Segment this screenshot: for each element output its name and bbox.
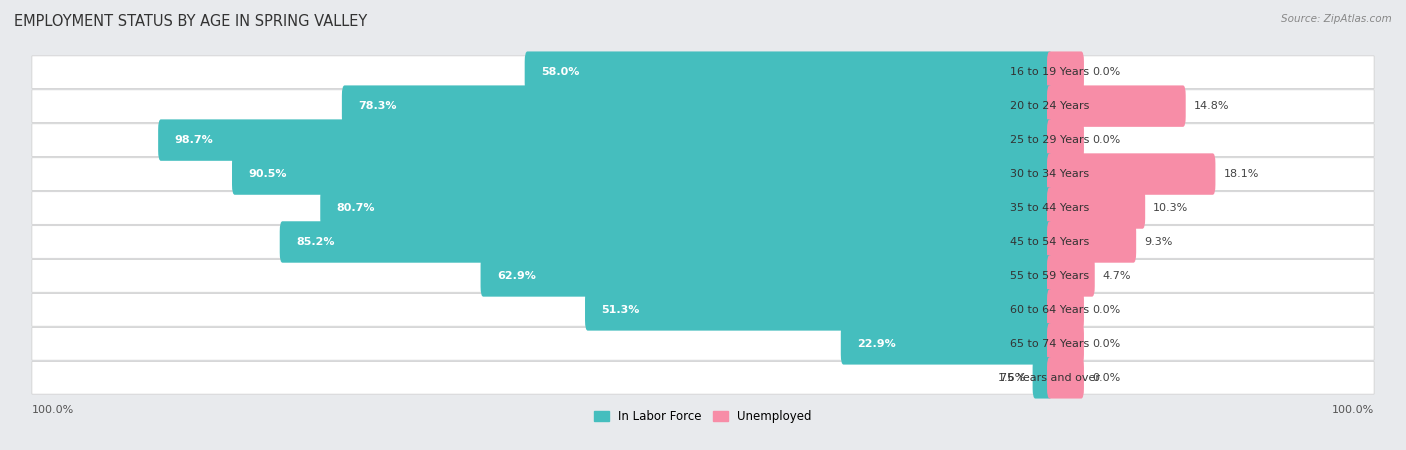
Text: 60 to 64 Years: 60 to 64 Years <box>1010 305 1090 315</box>
Text: 65 to 74 Years: 65 to 74 Years <box>1010 339 1090 349</box>
FancyBboxPatch shape <box>32 328 1374 360</box>
Text: 1.6%: 1.6% <box>998 373 1026 383</box>
Text: Source: ZipAtlas.com: Source: ZipAtlas.com <box>1281 14 1392 23</box>
FancyBboxPatch shape <box>32 361 1374 394</box>
Text: 10.3%: 10.3% <box>1153 203 1188 213</box>
FancyBboxPatch shape <box>585 289 1053 331</box>
FancyBboxPatch shape <box>342 86 1053 127</box>
Text: 100.0%: 100.0% <box>32 405 75 415</box>
Text: 58.0%: 58.0% <box>541 67 579 77</box>
Text: 45 to 54 Years: 45 to 54 Years <box>1010 237 1090 247</box>
Text: 16 to 19 Years: 16 to 19 Years <box>1010 67 1090 77</box>
FancyBboxPatch shape <box>32 158 1374 190</box>
Text: 51.3%: 51.3% <box>602 305 640 315</box>
FancyBboxPatch shape <box>841 323 1053 364</box>
Text: 35 to 44 Years: 35 to 44 Years <box>1010 203 1090 213</box>
FancyBboxPatch shape <box>32 124 1374 157</box>
FancyBboxPatch shape <box>1047 221 1136 263</box>
Text: 75 Years and over: 75 Years and over <box>1000 373 1099 383</box>
Text: 98.7%: 98.7% <box>174 135 214 145</box>
FancyBboxPatch shape <box>280 221 1053 263</box>
Text: 18.1%: 18.1% <box>1223 169 1258 179</box>
FancyBboxPatch shape <box>157 119 1053 161</box>
Text: 100.0%: 100.0% <box>1331 405 1374 415</box>
FancyBboxPatch shape <box>232 153 1053 195</box>
FancyBboxPatch shape <box>1047 86 1185 127</box>
Text: 90.5%: 90.5% <box>249 169 287 179</box>
Legend: In Labor Force, Unemployed: In Labor Force, Unemployed <box>589 405 817 428</box>
FancyBboxPatch shape <box>32 293 1374 326</box>
FancyBboxPatch shape <box>32 226 1374 258</box>
Text: 0.0%: 0.0% <box>1092 67 1121 77</box>
Text: 0.0%: 0.0% <box>1092 135 1121 145</box>
Text: 4.7%: 4.7% <box>1102 271 1132 281</box>
FancyBboxPatch shape <box>1047 153 1215 195</box>
FancyBboxPatch shape <box>1032 357 1053 399</box>
FancyBboxPatch shape <box>1047 51 1084 93</box>
FancyBboxPatch shape <box>32 192 1374 224</box>
Text: 22.9%: 22.9% <box>858 339 896 349</box>
Text: 78.3%: 78.3% <box>359 101 396 111</box>
FancyBboxPatch shape <box>32 56 1374 89</box>
FancyBboxPatch shape <box>32 260 1374 292</box>
Text: 62.9%: 62.9% <box>496 271 536 281</box>
Text: 20 to 24 Years: 20 to 24 Years <box>1010 101 1090 111</box>
Text: 14.8%: 14.8% <box>1194 101 1229 111</box>
Text: EMPLOYMENT STATUS BY AGE IN SPRING VALLEY: EMPLOYMENT STATUS BY AGE IN SPRING VALLE… <box>14 14 367 28</box>
FancyBboxPatch shape <box>1047 187 1144 229</box>
FancyBboxPatch shape <box>1047 119 1084 161</box>
FancyBboxPatch shape <box>1047 255 1095 297</box>
FancyBboxPatch shape <box>1047 323 1084 364</box>
Text: 0.0%: 0.0% <box>1092 305 1121 315</box>
FancyBboxPatch shape <box>481 255 1053 297</box>
Text: 55 to 59 Years: 55 to 59 Years <box>1010 271 1090 281</box>
FancyBboxPatch shape <box>32 90 1374 122</box>
Text: 80.7%: 80.7% <box>336 203 375 213</box>
Text: 0.0%: 0.0% <box>1092 339 1121 349</box>
Text: 0.0%: 0.0% <box>1092 373 1121 383</box>
FancyBboxPatch shape <box>524 51 1053 93</box>
Text: 85.2%: 85.2% <box>295 237 335 247</box>
FancyBboxPatch shape <box>1047 357 1084 399</box>
FancyBboxPatch shape <box>321 187 1053 229</box>
Text: 9.3%: 9.3% <box>1144 237 1173 247</box>
FancyBboxPatch shape <box>1047 289 1084 331</box>
Text: 25 to 29 Years: 25 to 29 Years <box>1010 135 1090 145</box>
Text: 30 to 34 Years: 30 to 34 Years <box>1010 169 1090 179</box>
